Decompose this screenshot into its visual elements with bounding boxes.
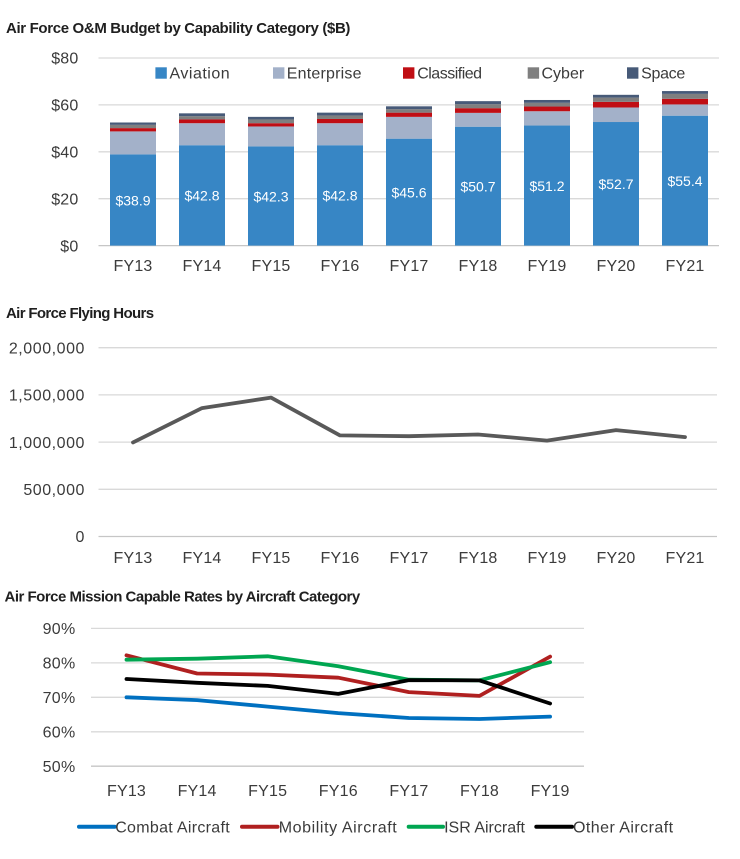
svg-text:0: 0 [76, 529, 85, 546]
svg-text:$42.8: $42.8 [184, 188, 219, 204]
svg-text:Air Force Flying Hours: Air Force Flying Hours [6, 305, 154, 322]
svg-text:$40: $40 [51, 145, 78, 162]
svg-text:FY19: FY19 [531, 783, 570, 800]
svg-text:$0: $0 [60, 238, 78, 255]
svg-text:$38.9: $38.9 [115, 192, 150, 208]
svg-text:FY13: FY13 [113, 258, 152, 275]
svg-text:FY15: FY15 [251, 258, 290, 275]
svg-text:500,000: 500,000 [23, 482, 85, 499]
svg-text:$60: $60 [51, 98, 78, 115]
svg-text:FY21: FY21 [665, 550, 704, 567]
svg-text:80%: 80% [43, 656, 76, 673]
svg-text:Space: Space [641, 66, 685, 83]
svg-text:Classified: Classified [417, 66, 481, 83]
svg-text:$52.7: $52.7 [598, 176, 633, 192]
svg-text:2,000,000: 2,000,000 [9, 340, 85, 357]
svg-text:FY18: FY18 [460, 783, 499, 800]
svg-text:Mobility Aircraft: Mobility Aircraft [279, 820, 398, 837]
svg-text:Cyber: Cyber [542, 66, 585, 83]
svg-text:FY19: FY19 [527, 550, 566, 567]
svg-text:FY13: FY13 [113, 550, 152, 567]
svg-text:FY16: FY16 [320, 258, 359, 275]
svg-text:FY14: FY14 [182, 258, 221, 275]
svg-text:FY17: FY17 [389, 258, 428, 275]
svg-text:$55.4: $55.4 [667, 173, 702, 189]
svg-text:FY16: FY16 [319, 783, 358, 800]
svg-text:ISR Aircraft: ISR Aircraft [444, 820, 525, 837]
svg-text:Enterprise: Enterprise [287, 66, 362, 83]
svg-text:FY20: FY20 [596, 550, 635, 567]
svg-text:Air Force O&M Budget by Capabi: Air Force O&M Budget by Capability Categ… [6, 20, 350, 37]
svg-text:50%: 50% [43, 759, 76, 776]
svg-text:FY19: FY19 [527, 258, 566, 275]
svg-text:FY20: FY20 [596, 258, 635, 275]
svg-text:Aviation: Aviation [170, 66, 231, 83]
svg-text:FY21: FY21 [665, 258, 704, 275]
svg-text:$50.7: $50.7 [460, 178, 495, 194]
svg-text:FY13: FY13 [107, 783, 146, 800]
svg-text:FY14: FY14 [182, 550, 221, 567]
svg-text:Other Aircraft: Other Aircraft [573, 820, 674, 837]
svg-text:FY15: FY15 [248, 783, 287, 800]
svg-text:$20: $20 [51, 191, 78, 208]
svg-text:$51.2: $51.2 [529, 178, 564, 194]
svg-text:$80: $80 [51, 51, 78, 68]
svg-text:$42.3: $42.3 [253, 188, 288, 204]
svg-text:1,000,000: 1,000,000 [9, 435, 85, 452]
svg-text:FY17: FY17 [389, 783, 428, 800]
svg-text:1,500,000: 1,500,000 [9, 388, 85, 405]
svg-text:FY16: FY16 [320, 550, 359, 567]
svg-text:$42.8: $42.8 [322, 188, 357, 204]
svg-text:90%: 90% [43, 621, 76, 638]
svg-text:FY18: FY18 [458, 550, 497, 567]
svg-text:Combat Aircraft: Combat Aircraft [115, 820, 230, 837]
svg-text:$45.6: $45.6 [391, 184, 426, 200]
svg-text:FY18: FY18 [458, 258, 497, 275]
svg-text:FY15: FY15 [251, 550, 290, 567]
svg-text:Air Force Mission Capable Rate: Air Force Mission Capable Rates by Aircr… [5, 589, 361, 606]
svg-text:60%: 60% [43, 724, 76, 741]
svg-text:FY17: FY17 [389, 550, 428, 567]
svg-text:70%: 70% [43, 690, 76, 707]
svg-text:FY14: FY14 [178, 783, 217, 800]
